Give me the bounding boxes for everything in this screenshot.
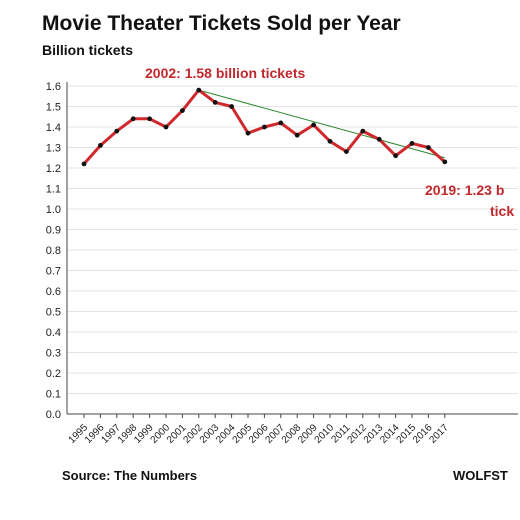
data-point: [81, 161, 87, 167]
data-point: [327, 138, 333, 144]
data-point: [212, 100, 218, 105]
chart-title: Movie Theater Tickets Sold per Year: [42, 12, 401, 35]
y-tick-label: 1.1: [46, 184, 61, 196]
annotation-label: tick: [490, 203, 514, 219]
data-point: [294, 132, 300, 138]
y-tick-label: 1.6: [46, 81, 61, 93]
data-point: [360, 128, 366, 134]
data-point: [262, 124, 267, 130]
y-axis-ticks: 0.0 0.1 0.2 0.3 0.4 0.5 0.6 0.7 0.8 0.9 1.0 1.1 1.2 1…: [46, 81, 61, 421]
y-tick-label: 0.6: [46, 286, 61, 298]
y-tick-label: 1.2: [46, 163, 61, 175]
data-point: [180, 108, 185, 113]
y-axis-label: Billion tickets: [42, 42, 134, 58]
data-point: [130, 116, 136, 122]
data-point: [114, 128, 120, 134]
data-point: [147, 116, 153, 122]
y-tick-label: 0.8: [46, 245, 61, 257]
trendline: [198, 89, 445, 159]
annotation-label: 2019: 1.23 b: [425, 182, 504, 198]
gridlines: [67, 85, 518, 415]
trendline-segment: [198, 89, 445, 159]
brand-watermark: WOLFST: [453, 468, 508, 483]
series: [81, 87, 448, 167]
y-tick-label: 1.3: [46, 143, 61, 155]
y-tick-label: 1.4: [46, 122, 61, 134]
x-tick-label: 2017: [427, 422, 451, 446]
y-tick-label: 0.2: [46, 368, 61, 380]
x-axis-ticks: 1995199619971998199920002001200220032004…: [67, 422, 452, 446]
y-tick-label: 0.7: [46, 266, 61, 278]
data-point: [163, 124, 169, 130]
y-tick-label: 0.1: [46, 389, 61, 401]
source-note: Source: The Numbers: [62, 468, 198, 483]
y-tick-label: 0.9: [46, 225, 61, 237]
axes: [66, 82, 518, 418]
y-tick-label: 0.3: [46, 348, 61, 360]
data-point: [376, 136, 382, 142]
data-point: [229, 104, 235, 109]
annotation-label: 2002: 1.58 billion tickets: [145, 65, 306, 81]
data-point: [344, 149, 349, 155]
data-point: [98, 143, 103, 148]
data-point: [196, 87, 202, 93]
data-point: [409, 141, 415, 146]
data-point: [442, 159, 448, 165]
data-point: [426, 145, 431, 150]
data-point: [393, 153, 398, 159]
data-point: [245, 130, 251, 136]
y-tick-label: 1.5: [46, 102, 61, 114]
y-tick-label: 0.0: [46, 409, 61, 421]
data-point: [278, 120, 284, 126]
y-tick-label: 1.0: [46, 204, 61, 216]
annotations: 2002: 1.58 billion tickets 2019: 1.23 b ti…: [145, 65, 514, 219]
y-tick-label: 0.4: [46, 327, 61, 339]
y-tick-label: 0.5: [46, 307, 61, 319]
data-point: [311, 122, 316, 128]
